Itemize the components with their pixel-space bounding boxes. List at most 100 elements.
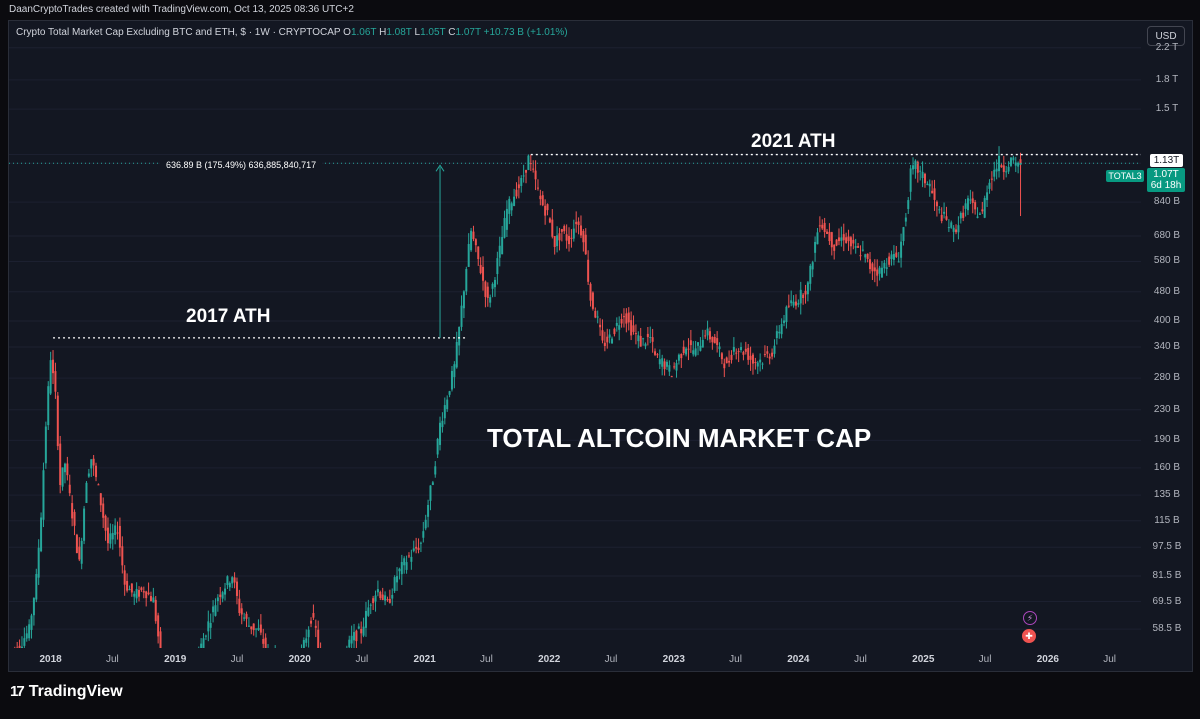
candle-body [424, 519, 427, 529]
candle-body [255, 628, 258, 630]
candle-body [247, 625, 250, 627]
candle-body [23, 638, 26, 646]
candle-body [704, 335, 707, 337]
candle-body [840, 237, 843, 241]
candle-body [403, 558, 406, 566]
candle-body [396, 576, 399, 583]
candle-body [852, 239, 855, 244]
attribution-text: DaanCryptoTrades created with TradingVie… [9, 4, 354, 15]
candle-body [766, 351, 769, 354]
candle-body [866, 253, 869, 259]
price-chart[interactable] [9, 21, 1141, 648]
candle-body [895, 252, 898, 257]
candle-body [943, 211, 946, 214]
candle-body [861, 249, 864, 251]
y-tick-label: 840 B [1153, 196, 1181, 208]
candle-body [123, 570, 126, 585]
candle-body [983, 198, 986, 218]
candle-body [496, 258, 499, 275]
candle-body [44, 426, 47, 464]
candle-body [374, 595, 377, 602]
x-tick-label: 2020 [288, 654, 311, 665]
currency-button[interactable]: USD [1147, 26, 1185, 46]
candle-body [307, 629, 310, 638]
candle-body [393, 577, 396, 591]
symbol-legend: Crypto Total Market Cap Excluding BTC an… [16, 27, 568, 38]
candle-body [118, 525, 121, 548]
candle-body [689, 340, 692, 346]
measure-label: 636.89 B (175.49%) 636,885,840,717 [160, 158, 323, 172]
last-price-tag: 1.07T 6d 18h [1147, 168, 1185, 192]
candle-body [405, 562, 408, 570]
candle-body [670, 376, 673, 378]
candle-body [152, 597, 155, 603]
candle-body [465, 268, 468, 292]
candle-body [102, 503, 105, 518]
candle-body [912, 165, 915, 170]
candle-body [579, 225, 582, 236]
candle-body [467, 244, 470, 267]
y-tick-label: 160 B [1153, 461, 1181, 473]
us-flag-icon[interactable]: ✚ [1022, 629, 1036, 643]
candle-body [525, 170, 528, 173]
candle-body [613, 328, 616, 335]
candle-body [508, 198, 511, 214]
candle-body [904, 217, 907, 222]
candle-body [658, 359, 661, 365]
legend-open-value: 1.06T [350, 27, 377, 38]
candle-body [381, 594, 384, 601]
candle-body [818, 225, 821, 227]
candle-body [869, 259, 872, 270]
y-tick-label: 58.5 B [1152, 623, 1182, 635]
candle-body [493, 279, 496, 288]
candle-body [897, 261, 900, 263]
candle-body [644, 343, 647, 347]
lightning-icon[interactable]: ⚡ [1023, 611, 1037, 625]
candle-body [109, 533, 112, 544]
candle-body [885, 267, 888, 269]
candle-body [157, 615, 160, 637]
x-tick-label: 2023 [662, 654, 685, 665]
candle-body [907, 200, 910, 209]
candle-body [661, 358, 664, 367]
legend-title: Crypto Total Market Cap Excluding BTC an… [16, 27, 341, 38]
x-tick-label: 2022 [538, 654, 561, 665]
candle-body [928, 183, 931, 187]
candle-body [890, 254, 893, 259]
candle-body [723, 363, 726, 369]
candle-body [955, 229, 958, 233]
candle-body [503, 218, 506, 238]
candle-body [386, 599, 389, 601]
candle-body [682, 346, 685, 354]
candle-body [799, 289, 802, 304]
candle-body [816, 232, 819, 245]
candle-body [216, 597, 219, 602]
candle-body [558, 233, 561, 241]
y-tick-label: 230 B [1153, 403, 1181, 415]
candle-body [892, 253, 895, 260]
candle-body [845, 237, 848, 243]
legend-low-value: 1.05T [420, 27, 446, 38]
candle-body [140, 587, 143, 591]
candle-body [477, 246, 480, 260]
candle-body [966, 198, 969, 211]
candle-body [376, 589, 379, 593]
candle-body [990, 178, 993, 180]
candle-body [620, 318, 623, 324]
candle-body [427, 504, 430, 517]
candle-body [902, 227, 905, 242]
candle-body [116, 532, 119, 534]
candle-body [792, 301, 795, 306]
candle-body [548, 218, 551, 223]
candle-body [751, 354, 754, 364]
candle-body [599, 324, 602, 328]
candle-body [450, 370, 453, 390]
candle-body [933, 188, 936, 200]
candle-body [673, 366, 676, 368]
legend-change: +10.73 B (+1.01%) [483, 27, 568, 38]
candle-body [773, 345, 776, 354]
candle-body [429, 485, 432, 501]
candle-body [749, 355, 752, 360]
candle-body [763, 354, 766, 356]
attribution-bar: DaanCryptoTrades created with TradingVie… [0, 0, 1200, 20]
